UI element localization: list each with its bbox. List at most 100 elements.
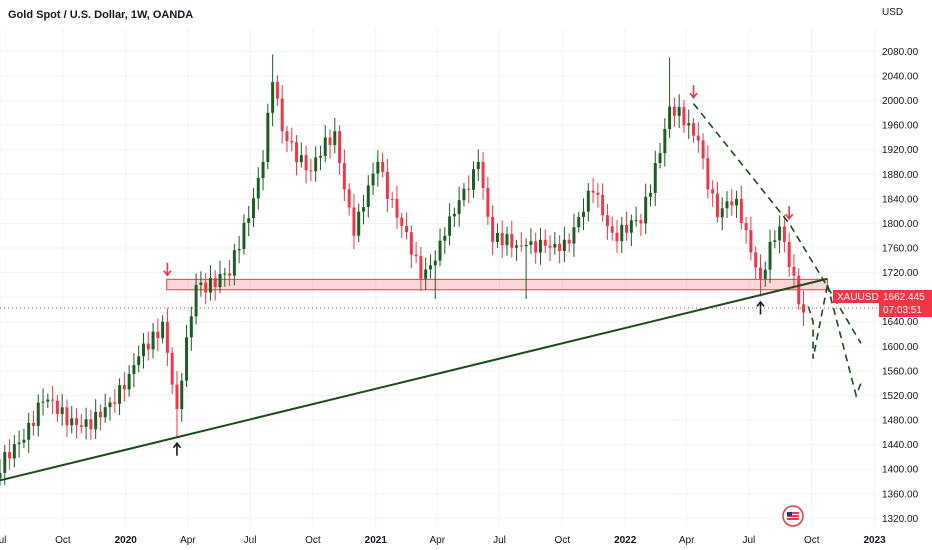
candle-body xyxy=(448,216,452,236)
candle-body xyxy=(357,211,361,236)
candle-body xyxy=(295,142,299,163)
price-tick-label: 1400.00 xyxy=(882,465,919,476)
candle-body xyxy=(405,225,409,233)
time-tick-label: Oct xyxy=(55,535,71,546)
flag-badge-icon xyxy=(782,505,804,527)
price-tick-label: 1920.00 xyxy=(882,145,919,156)
candle-body xyxy=(409,232,413,255)
candle-body xyxy=(778,226,782,241)
candle-body xyxy=(620,224,624,242)
candle-body xyxy=(457,200,461,214)
candle-body xyxy=(266,112,270,162)
candle-body xyxy=(156,331,160,339)
arrow-head xyxy=(172,441,182,449)
time-axis[interactable]: Jul Oct 2020 Apr Jul Oct 2021 Apr Jul Oct 2022 Apr J… xyxy=(0,535,886,546)
candle-body xyxy=(89,419,93,430)
price-tick-label: 1880.00 xyxy=(882,170,919,181)
candle-body xyxy=(252,198,255,219)
candle-body xyxy=(663,129,667,154)
candle-body xyxy=(194,284,198,317)
candle-body xyxy=(644,196,648,224)
candle-body xyxy=(400,217,404,226)
price-tick-label: 2040.00 xyxy=(882,71,919,82)
descending-projection xyxy=(692,103,862,344)
candle-body xyxy=(352,207,356,236)
candle-body xyxy=(558,243,562,252)
candle-body xyxy=(366,185,370,208)
candle-body xyxy=(395,199,399,218)
candle-body xyxy=(596,192,600,195)
candle-body xyxy=(165,321,169,353)
grid xyxy=(0,28,878,527)
time-tick-label: Jul xyxy=(0,535,6,546)
candle-body xyxy=(519,245,523,247)
candle-body xyxy=(744,223,748,231)
candle-body xyxy=(467,188,471,190)
candle-body xyxy=(242,222,246,249)
candle-body xyxy=(122,385,126,390)
candle-body xyxy=(17,442,21,445)
candle-body xyxy=(8,452,12,459)
candle-body xyxy=(758,267,762,279)
candle-body xyxy=(515,245,519,248)
candle-body xyxy=(22,439,26,443)
candle-body xyxy=(577,216,581,228)
candle-body xyxy=(41,401,45,403)
candle-body xyxy=(586,190,590,212)
candle-body xyxy=(605,215,609,227)
candle-body xyxy=(256,177,260,199)
price-axis[interactable]: 2080.00 2040.00 2000.00 1960.00 1920.00 1880.… xyxy=(882,47,919,525)
time-tick-label: Apr xyxy=(180,535,196,546)
price-tick-label: 1960.00 xyxy=(882,121,919,132)
candle-body xyxy=(304,155,308,171)
candle-body xyxy=(290,141,294,143)
candle-body xyxy=(601,194,605,216)
candle-body xyxy=(75,418,79,426)
candle-body xyxy=(472,169,475,190)
price-tick-label: 1440.00 xyxy=(882,440,919,451)
candle-body xyxy=(132,365,136,374)
candle-body xyxy=(692,123,696,136)
last-price-value: 1662.445 xyxy=(883,292,925,303)
candle-body xyxy=(108,402,112,408)
candle-body xyxy=(696,135,700,141)
candle-body xyxy=(534,241,538,253)
candle-body xyxy=(103,407,107,418)
candle-body xyxy=(792,266,796,276)
arrow-down-icon xyxy=(689,85,698,99)
candle-body xyxy=(84,419,88,427)
arrow-down-icon xyxy=(785,206,794,221)
candle-body xyxy=(711,189,715,194)
candle-body xyxy=(170,352,174,385)
candle-body xyxy=(524,244,528,247)
support-zone-box xyxy=(166,278,828,291)
candle-body xyxy=(36,402,40,426)
candle-body xyxy=(428,265,432,270)
candle-body xyxy=(677,107,681,116)
candle-body xyxy=(371,173,375,186)
price-tick-label: 1840.00 xyxy=(882,194,919,205)
candle-body xyxy=(739,198,743,224)
candle-body xyxy=(582,211,585,217)
candle-body xyxy=(773,240,777,242)
candle-body xyxy=(424,269,428,279)
candle-body xyxy=(65,407,69,426)
arrow-up-icon xyxy=(172,441,182,456)
price-tick-label: 1320.00 xyxy=(882,514,919,525)
price-tick-label: 2000.00 xyxy=(882,96,919,107)
candle-body xyxy=(625,224,629,233)
price-tick-label: 2080.00 xyxy=(882,47,919,58)
candle-body xyxy=(385,171,389,199)
candle-body xyxy=(639,220,643,224)
candle-body xyxy=(720,208,724,218)
time-tick-label: Oct xyxy=(804,535,820,546)
candle-body xyxy=(275,82,279,99)
price-tick-label: 1760.00 xyxy=(882,244,919,255)
candle-body xyxy=(782,226,786,242)
candle-body xyxy=(538,239,542,253)
candle-body xyxy=(237,248,241,251)
scenario-path xyxy=(826,284,862,399)
time-tick-label: 2022 xyxy=(614,535,637,546)
currency-label: USD xyxy=(882,7,903,18)
